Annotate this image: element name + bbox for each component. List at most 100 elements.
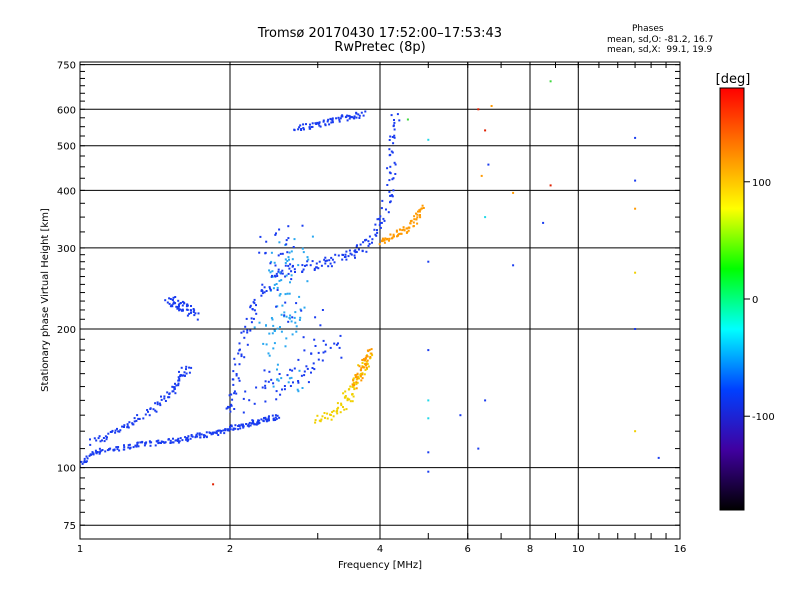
data-point (148, 440, 151, 443)
data-point (388, 190, 391, 193)
data-point (293, 238, 296, 241)
data-point (300, 374, 303, 377)
data-point (391, 151, 394, 154)
data-point (324, 262, 327, 265)
data-point (291, 333, 294, 336)
data-point (360, 111, 363, 114)
data-point (106, 449, 109, 452)
data-point (177, 379, 180, 382)
data-point (427, 470, 430, 473)
data-point (184, 436, 187, 439)
data-point (276, 378, 279, 381)
data-point (355, 383, 358, 386)
data-point (251, 422, 254, 425)
data-point (307, 258, 310, 261)
data-point (356, 381, 359, 384)
data-point (348, 398, 351, 401)
data-point (366, 359, 369, 362)
data-point (390, 114, 393, 117)
data-point (427, 260, 430, 263)
data-point (242, 397, 245, 400)
data-point (91, 451, 94, 454)
data-point (249, 304, 252, 307)
data-point (392, 142, 395, 145)
data-point (341, 258, 344, 261)
data-point (294, 311, 297, 314)
data-point (337, 406, 340, 409)
data-point (361, 359, 364, 361)
data-point (95, 451, 98, 453)
data-point (268, 354, 271, 357)
data-point (356, 244, 358, 247)
data-point (277, 254, 280, 257)
data-point (320, 418, 323, 421)
data-point (368, 348, 371, 351)
data-point (285, 337, 288, 340)
data-point (174, 296, 177, 298)
phases-o-stats: mean, sd,O: -81.2, 16.7 (607, 35, 714, 45)
data-point (344, 390, 347, 393)
data-point (281, 304, 284, 307)
grid-lines (80, 62, 680, 539)
data-point (262, 342, 265, 345)
data-point (280, 313, 283, 316)
data-point (128, 447, 131, 450)
data-point (279, 326, 281, 328)
data-point (393, 121, 396, 124)
data-point (269, 288, 272, 291)
data-point (275, 232, 277, 235)
data-point (352, 117, 355, 120)
data-point (186, 308, 189, 311)
y-tick-label: 400 (57, 186, 76, 197)
data-point (303, 128, 305, 131)
data-point (306, 367, 309, 370)
data-point (309, 123, 311, 126)
data-point (355, 112, 358, 115)
data-point (269, 271, 272, 274)
data-point (314, 345, 317, 347)
data-point (202, 434, 205, 437)
data-point (215, 430, 218, 433)
data-point (319, 324, 322, 327)
data-point (512, 264, 515, 267)
data-point (365, 355, 368, 357)
data-point (218, 429, 220, 432)
data-point (188, 312, 191, 315)
data-point (297, 264, 300, 267)
data-point (352, 379, 355, 382)
data-point (171, 385, 174, 388)
data-point (348, 249, 351, 252)
data-point (175, 384, 178, 387)
data-point (196, 432, 199, 435)
data-point (388, 237, 391, 240)
data-point (193, 309, 196, 312)
data-point (306, 256, 309, 259)
data-point (232, 383, 235, 386)
data-point (163, 441, 166, 444)
data-point (173, 387, 176, 390)
data-point (355, 376, 358, 378)
data-point (255, 423, 258, 426)
data-point (292, 381, 294, 384)
data-point (239, 427, 242, 430)
data-point (249, 329, 252, 332)
data-point (361, 362, 364, 364)
data-point (336, 412, 339, 415)
data-point (389, 153, 392, 156)
data-point (353, 387, 356, 390)
data-point (268, 332, 271, 335)
data-point (213, 431, 216, 434)
data-point (321, 359, 324, 362)
data-point (98, 435, 101, 438)
data-point (330, 256, 333, 259)
data-point (313, 368, 316, 371)
data-point (240, 423, 243, 426)
data-point (177, 382, 180, 385)
data-point (247, 425, 250, 428)
data-point (347, 255, 350, 258)
data-point (384, 237, 387, 240)
data-point (272, 347, 275, 350)
data-point (268, 286, 271, 289)
data-point (268, 269, 271, 272)
data-point (284, 264, 287, 267)
